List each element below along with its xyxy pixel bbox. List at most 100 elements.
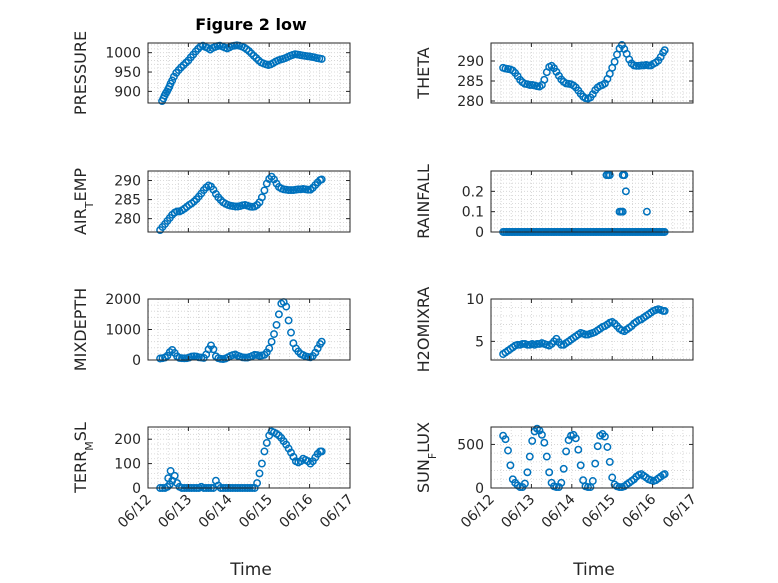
y-axis-label: RAINFALL [414,164,433,239]
series-markers-theta [499,41,669,103]
x-axis-label-right: Time [572,560,615,580]
data-point [576,461,585,470]
subplot-air_temp: 280 285 290 AIRTEMP [71,168,351,235]
y-tick-label: 0 [132,353,141,369]
data-point [593,442,602,451]
data-point [513,340,522,349]
data-point [284,316,293,325]
y-tick-label: 1000 [105,46,141,62]
data-point [660,306,669,315]
data-point [317,337,326,346]
axes-frame [147,170,351,233]
data-point [518,339,527,348]
y-tick-label: 0 [132,481,141,497]
data-point [637,61,646,70]
data-point [642,207,651,216]
axes-frame [490,42,694,104]
data-point [506,461,515,470]
x-axis-label-left: Time [229,560,272,580]
y-axis-label: MIXDEPTH [71,288,90,371]
data-point [274,310,283,319]
data-point [537,430,546,439]
data-point [255,469,264,478]
data-point [504,446,512,455]
data-point [605,457,614,466]
series-markers-h2omixra [499,305,669,359]
series-markers-sun_flux [499,424,669,492]
axes-frame [147,426,351,489]
data-point [618,207,627,216]
data-point [260,447,269,456]
data-point [520,479,529,488]
data-point [173,207,182,216]
y-tick-label: 0.1 [462,205,484,221]
data-point [552,483,561,492]
data-point [620,171,629,180]
y-tick-label: 0 [475,225,484,241]
data-point [317,54,326,63]
subplot-rainfall: 0 0.1 0.2 RAINFALL [414,164,694,241]
y-tick-label: 100 [114,457,141,473]
data-point [501,435,510,444]
data-point [282,302,291,311]
subplot-mixdepth: 0 1000 2000 MIXDEPTH [71,288,351,371]
figure-title: Figure 2 low [195,15,307,34]
data-point [562,447,571,456]
y-tick-label: 10 [466,292,484,308]
data-point [559,464,568,473]
data-point [588,477,597,485]
data-point [600,432,609,441]
data-point [571,434,580,443]
y-axis-label: SUNFLUX [414,422,439,493]
y-tick-label: 0.2 [462,184,484,200]
data-point [533,339,542,348]
series-markers-air_temp [156,172,326,235]
axes-frame [490,170,694,233]
data-point [574,445,583,454]
data-point [542,452,551,461]
y-axis-label: TERRMSL [71,422,96,494]
data-point [257,459,266,468]
data-point [168,76,177,85]
y-tick-label: 285 [457,74,484,90]
y-axis-label: THETA [414,47,433,99]
y-tick-label: 290 [457,54,484,70]
data-point [540,438,549,447]
data-point [581,330,590,339]
y-axis-label: H2OMIXRA [414,287,433,373]
data-point [260,186,269,195]
data-point [610,57,619,66]
data-point [557,478,566,487]
data-point [209,345,218,354]
data-point [523,468,532,477]
data-point [621,187,630,196]
axes-frame [490,426,694,489]
data-point [241,353,249,362]
y-tick-label: 2000 [105,292,141,308]
data-point [267,337,276,346]
data-point [605,171,614,180]
y-tick-label: 0 [475,481,484,497]
data-point [525,452,534,461]
y-tick-label: 285 [114,193,141,209]
data-point [257,193,266,202]
series-markers-mixdepth [156,298,326,364]
y-axis-label: PRESSURE [71,31,90,115]
data-point [584,483,592,492]
y-tick-label: 900 [114,84,141,100]
data-point [170,471,179,480]
data-point [615,483,624,492]
y-tick-label: 200 [114,432,141,448]
y-axis-label: AIRTEMP [71,168,96,235]
data-point [272,320,281,329]
data-point [253,479,262,488]
data-point [591,459,600,468]
data-point [528,436,537,445]
data-point [557,340,566,349]
data-point [644,61,653,70]
series-markers-pressure [158,41,326,106]
data-point [262,438,271,447]
data-point [287,186,295,195]
